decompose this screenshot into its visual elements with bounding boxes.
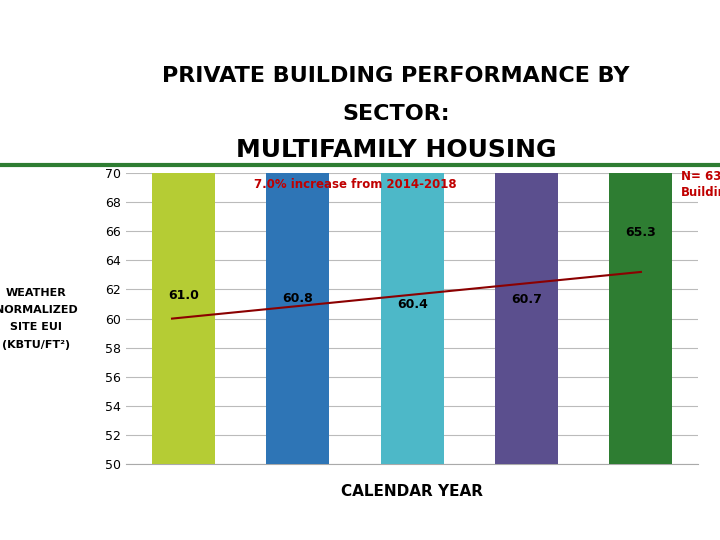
Text: WEATHER: WEATHER xyxy=(6,288,66,298)
Text: 65.3: 65.3 xyxy=(626,226,657,239)
Text: N= 633
Buildings: N= 633 Buildings xyxy=(681,170,720,199)
Text: (KBTU/FT²): (KBTU/FT²) xyxy=(2,340,70,349)
Bar xyxy=(152,0,215,464)
Text: 61.0: 61.0 xyxy=(168,289,199,302)
Text: MULTIFAMILY HOUSING: MULTIFAMILY HOUSING xyxy=(235,138,557,162)
Text: NORMALIZED: NORMALIZED xyxy=(0,305,77,315)
Bar xyxy=(495,0,558,464)
Text: 60.7: 60.7 xyxy=(511,293,542,306)
Text: @DOEE_DC: @DOEE_DC xyxy=(493,512,578,526)
Text: PRIVATE BUILDING PERFORMANCE BY: PRIVATE BUILDING PERFORMANCE BY xyxy=(162,66,630,86)
Bar xyxy=(610,0,672,464)
Text: SECTOR:: SECTOR: xyxy=(342,104,450,124)
Text: 60.8: 60.8 xyxy=(282,292,313,305)
Text: Data received from DOEE’s Energy Administration: Data received from DOEE’s Energy Adminis… xyxy=(11,514,305,524)
Bar xyxy=(266,0,329,464)
Text: 7.0% increase from 2014-2018: 7.0% increase from 2014-2018 xyxy=(253,178,456,191)
Text: CALENDAR YEAR: CALENDAR YEAR xyxy=(341,484,483,499)
Text: SITE EUI: SITE EUI xyxy=(10,322,62,332)
Text: ★   ★   ★: ★ ★ ★ xyxy=(616,502,650,511)
Bar xyxy=(381,0,444,464)
Text: 60.4: 60.4 xyxy=(397,298,428,310)
